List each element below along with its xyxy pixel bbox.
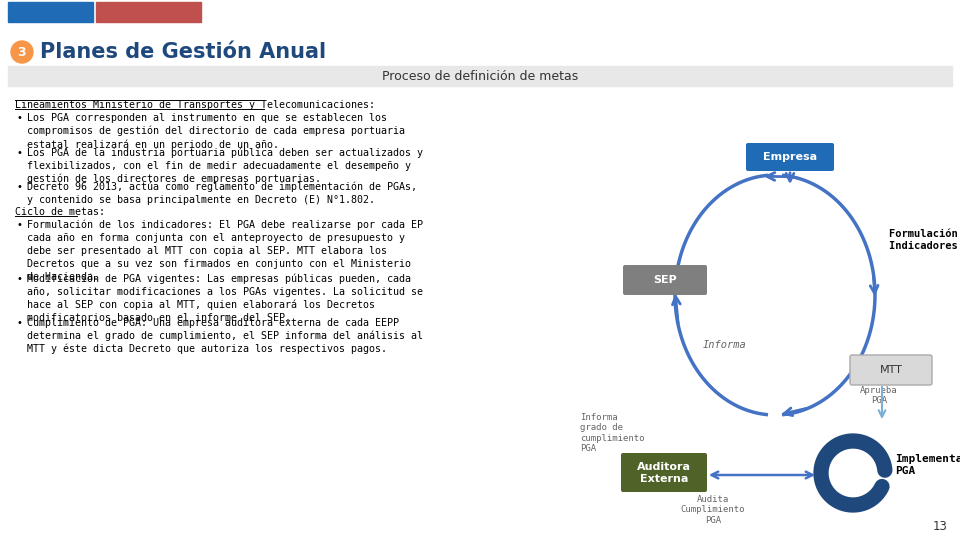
Text: 3: 3 bbox=[17, 45, 26, 58]
FancyBboxPatch shape bbox=[621, 453, 707, 492]
Text: Los PGA de la industria portuaria pública deben ser actualizados y
flexibilizado: Los PGA de la industria portuaria públic… bbox=[27, 147, 423, 184]
Text: Cumplimiento de PGA: Una empresa auditora externa de cada EEPP
determina el grad: Cumplimiento de PGA: Una empresa auditor… bbox=[27, 318, 423, 354]
Text: Planes de Gestión Anual: Planes de Gestión Anual bbox=[40, 42, 326, 62]
Bar bbox=[8, 66, 952, 86]
Bar bbox=[96, 2, 201, 22]
Text: 13: 13 bbox=[933, 520, 948, 533]
FancyBboxPatch shape bbox=[850, 355, 932, 385]
Text: Informa
grado de
cumplimiento
PGA: Informa grado de cumplimiento PGA bbox=[580, 413, 644, 453]
Text: •: • bbox=[17, 113, 23, 123]
Text: •: • bbox=[17, 182, 23, 192]
Text: Decreto 96 2013, actúa como reglamento de implementación de PGAs,
y contenido se: Decreto 96 2013, actúa como reglamento d… bbox=[27, 182, 417, 205]
Text: Lineamientos Ministerio de Transportes y Telecomunicaciones:: Lineamientos Ministerio de Transportes y… bbox=[15, 100, 375, 110]
Text: •: • bbox=[17, 220, 23, 230]
Text: Ciclo de metas:: Ciclo de metas: bbox=[15, 207, 105, 217]
Text: Implementación
PGA: Implementación PGA bbox=[895, 454, 960, 476]
Text: Informa: Informa bbox=[703, 340, 747, 350]
Text: Formulación de los indicadores: El PGA debe realizarse por cada EP
cada año en f: Formulación de los indicadores: El PGA d… bbox=[27, 220, 423, 282]
Text: •: • bbox=[17, 147, 23, 158]
Text: Audita
Cumplimiento
PGA: Audita Cumplimiento PGA bbox=[681, 495, 745, 525]
Text: •: • bbox=[17, 273, 23, 284]
Text: Formulación de
Indicadores PGA: Formulación de Indicadores PGA bbox=[889, 229, 960, 251]
Text: Auditora
Externa: Auditora Externa bbox=[637, 462, 691, 484]
Text: Aprueba
PGA: Aprueba PGA bbox=[860, 386, 898, 406]
Text: •: • bbox=[17, 318, 23, 327]
FancyBboxPatch shape bbox=[623, 265, 707, 295]
FancyBboxPatch shape bbox=[746, 143, 834, 171]
Text: SEP: SEP bbox=[653, 275, 677, 285]
Text: Proceso de definición de metas: Proceso de definición de metas bbox=[382, 70, 578, 83]
Text: Modificación de PGA vigentes: Las empresas públicas pueden, cada
año, solicitar : Modificación de PGA vigentes: Las empres… bbox=[27, 273, 423, 323]
Text: MTT: MTT bbox=[879, 365, 902, 375]
Text: Los PGA corresponden al instrumento en que se establecen los
compromisos de gest: Los PGA corresponden al instrumento en q… bbox=[27, 113, 405, 150]
Circle shape bbox=[11, 41, 33, 63]
Bar bbox=[8, 2, 93, 22]
Text: Empresa: Empresa bbox=[763, 152, 817, 162]
